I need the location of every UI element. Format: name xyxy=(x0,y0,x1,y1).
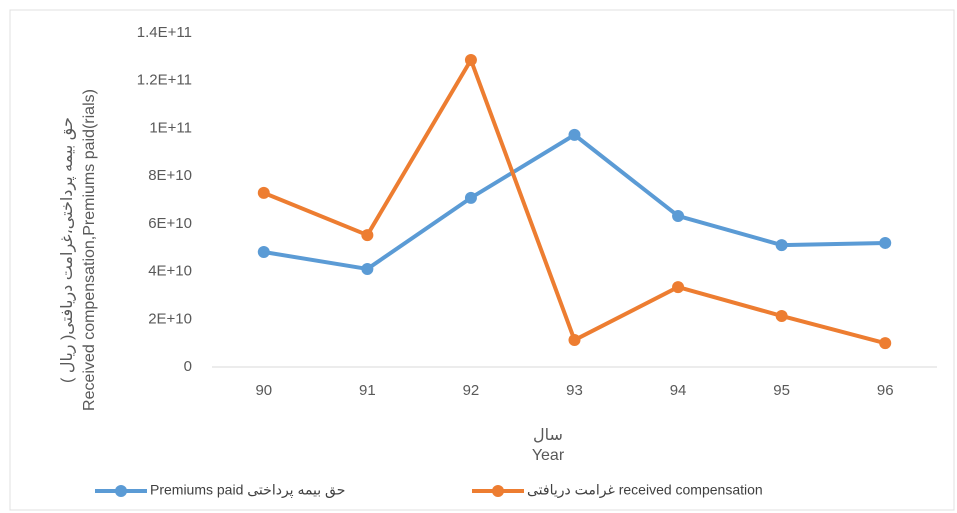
data-point xyxy=(257,186,270,199)
series-line xyxy=(263,57,886,346)
data-point xyxy=(879,337,892,350)
series-line xyxy=(263,132,886,271)
x-axis-label: Year xyxy=(532,447,565,464)
y-tick-label: 6E+10 xyxy=(148,215,192,232)
legend-label: Premiums paid حق بیمه پرداختی xyxy=(150,482,345,499)
data-point xyxy=(464,191,477,204)
data-point xyxy=(257,246,270,259)
x-axis-label: سال xyxy=(533,427,563,444)
y-tick-label: 1.4E+11 xyxy=(137,24,192,41)
y-axis-label: Received compensation,Premiums paid(rial… xyxy=(81,89,98,411)
chart-frame xyxy=(9,9,955,511)
y-tick-label: 1E+11 xyxy=(149,119,192,136)
y-tick-label: 2E+10 xyxy=(148,310,192,327)
data-point xyxy=(672,281,685,294)
y-axis-label: حق بیمه پرداختی،غرامت دریافتی( ریال ) xyxy=(59,117,77,383)
x-tick-label: 90 xyxy=(255,382,272,399)
data-point xyxy=(361,262,374,275)
legend-marker xyxy=(115,485,127,497)
data-point xyxy=(879,236,892,249)
x-tick-label: 92 xyxy=(463,382,480,399)
data-point xyxy=(464,53,477,66)
data-point xyxy=(775,239,788,252)
y-tick-label: 4E+10 xyxy=(148,263,192,280)
x-tick-label: 95 xyxy=(773,382,790,399)
y-axis-label-group: حق بیمه پرداختی،غرامت دریافتی( ریال ) Re… xyxy=(59,89,98,411)
y-tick-label: 0 xyxy=(184,358,192,375)
data-point xyxy=(361,229,374,242)
y-tick-label: 1.2E+11 xyxy=(137,72,192,89)
x-tick-label: 96 xyxy=(877,382,894,399)
y-tick-label: 8E+10 xyxy=(148,167,192,184)
x-tick-label: 94 xyxy=(670,382,687,399)
data-point xyxy=(672,209,685,222)
data-point xyxy=(568,128,581,141)
data-point xyxy=(568,334,581,347)
data-point xyxy=(775,309,788,322)
x-tick-label: 93 xyxy=(566,382,583,399)
x-tick-label: 91 xyxy=(359,382,376,399)
legend-marker xyxy=(492,485,504,497)
legend-label: غرامت دریافتی received compensation xyxy=(527,482,763,499)
